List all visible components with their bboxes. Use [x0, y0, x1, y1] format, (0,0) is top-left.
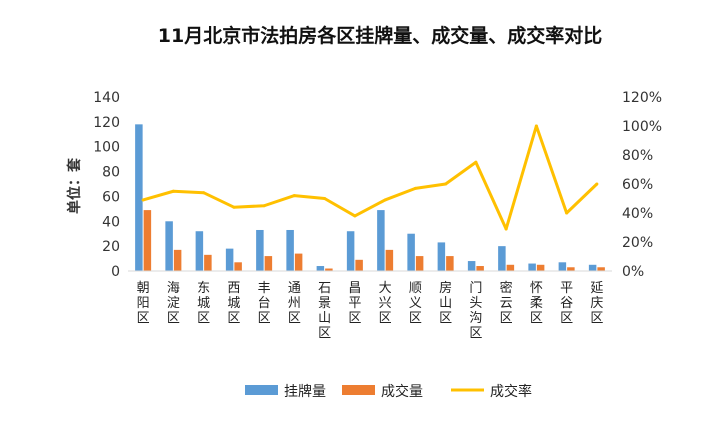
rate-point [595, 182, 599, 186]
rate-point [353, 214, 357, 218]
category-label: 延庆区 [590, 281, 603, 326]
bar-deal [173, 249, 182, 271]
bar-deal [325, 268, 333, 271]
category-label: 丰台区 [258, 281, 271, 326]
bar-listing [407, 233, 415, 271]
legend-label: 成交量 [381, 383, 423, 400]
category-label: 石景山区 [318, 281, 331, 341]
rate-point [141, 198, 145, 202]
legend-label: 挂牌量 [284, 383, 326, 400]
bar-listing [195, 231, 204, 271]
bar-deal [597, 267, 605, 271]
left-tick-label: 0 [111, 264, 120, 280]
bar-listing [165, 221, 173, 271]
category-label: 东城区 [197, 281, 210, 326]
bar-deal [234, 262, 242, 271]
category-label: 昌平区 [348, 281, 361, 326]
rate-line [142, 124, 598, 231]
left-tick-label: 60 [102, 189, 120, 205]
bar-listing [225, 248, 234, 271]
bar-listing [377, 210, 385, 271]
rate-point [383, 198, 387, 202]
bar-deal [264, 256, 273, 271]
rate-point [504, 227, 508, 231]
left-tick-label: 120 [93, 115, 120, 131]
left-tick-label: 20 [102, 239, 120, 255]
category-label: 通州区 [288, 281, 301, 326]
rate-point [444, 182, 448, 186]
bar-listing [437, 242, 446, 271]
left-tick-label: 100 [93, 140, 120, 156]
bar-deal [476, 266, 484, 271]
category-label: 顺义区 [409, 281, 422, 326]
category-labels: 朝阳区 海淀区 东城区 西城区 丰台区 通州区 石景山区 昌平区 大兴区 顺义区 房山区 门头沟区 密云… [137, 280, 604, 341]
bar-listing [588, 264, 597, 271]
right-tick-label: 0% [622, 264, 644, 280]
bar-listing [316, 266, 325, 271]
bar-listing [558, 262, 567, 271]
bars-layer [135, 124, 605, 271]
y-axis-label: 单位：套 [66, 158, 83, 214]
bar-deal [143, 210, 152, 271]
category-label: 海淀区 [167, 281, 180, 326]
left-tick-label: 80 [102, 165, 120, 181]
legend-swatch [245, 385, 278, 395]
right-axis-ticks: 0% 20% 40% 60% 80% 100% 120% [622, 90, 662, 280]
category-label: 朝阳区 [137, 281, 150, 326]
bar-listing [135, 124, 143, 271]
right-tick-label: 80% [622, 148, 653, 164]
left-tick-label: 40 [102, 214, 120, 230]
bar-listing [286, 229, 294, 271]
category-label: 大兴区 [379, 281, 392, 326]
bar-deal [385, 249, 394, 271]
legend-swatch [342, 385, 375, 395]
category-label: 密云区 [500, 280, 513, 326]
left-tick-label: 140 [93, 90, 120, 106]
bar-deal [446, 256, 454, 271]
category-label: 房山区 [439, 280, 452, 326]
rate-point [413, 186, 417, 190]
legend-label: 成交率 [490, 383, 532, 400]
right-tick-label: 40% [622, 206, 653, 222]
rate-point [171, 189, 175, 193]
category-label: 平谷区 [560, 281, 573, 326]
line-layer [141, 124, 599, 231]
right-tick-label: 100% [622, 119, 662, 135]
category-label: 门头沟区 [469, 281, 482, 341]
bar-listing [256, 229, 264, 271]
rate-point [565, 211, 569, 215]
rate-point [534, 124, 538, 128]
legend: 挂牌量 成交量 成交率 [245, 383, 532, 400]
bar-deal [506, 264, 515, 271]
bar-deal [536, 264, 545, 271]
bar-deal [567, 267, 575, 271]
bar-listing [346, 231, 355, 271]
category-label: 西城区 [227, 281, 240, 326]
right-tick-label: 60% [622, 177, 653, 193]
left-axis-ticks: 0 20 40 60 80 100 120 140 [93, 90, 120, 280]
rate-point [323, 197, 327, 200]
bar-listing [498, 246, 506, 271]
chart-title: 11月北京市法拍房各区挂牌量、成交量、成交率对比 [158, 24, 602, 47]
rate-point [292, 194, 296, 198]
bar-listing [528, 263, 536, 271]
bar-deal [415, 256, 424, 271]
rate-point [202, 191, 206, 195]
bar-listing [467, 261, 476, 271]
rate-point [262, 204, 266, 208]
rate-point [232, 205, 236, 209]
category-label: 怀柔区 [530, 281, 543, 326]
bar-deal [294, 253, 303, 271]
rate-point [474, 160, 478, 164]
right-tick-label: 120% [622, 90, 662, 106]
bar-deal [355, 259, 363, 271]
right-tick-label: 20% [622, 235, 653, 251]
bar-deal [204, 254, 212, 271]
